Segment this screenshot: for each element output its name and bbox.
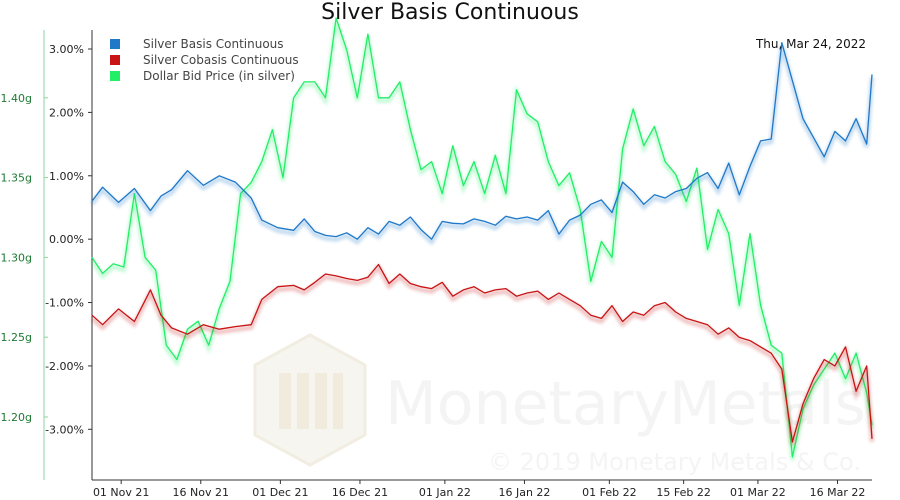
x-tick-label: 16 Jan 22 xyxy=(498,486,550,499)
left-y-axis-ticks: 3.00% 2.00% 1.00% 0.00% -1.00% -2.00% -3.00% xyxy=(45,43,92,436)
x-tick-label: 01 Mar 22 xyxy=(730,486,786,499)
legend-label-dollar-bid: Dollar Bid Price (in silver) xyxy=(143,69,295,83)
watermark: MonetaryMetals © 2019 Monetary Metals & … xyxy=(253,333,866,476)
series-lines xyxy=(90,17,874,461)
legend-swatch-dollar-bid xyxy=(110,71,120,81)
y-left-tick-label: -3.00% xyxy=(45,423,84,436)
y-right-tick-label: 1.35g xyxy=(1,172,32,185)
x-tick-label: 15 Feb 22 xyxy=(656,486,710,499)
x-tick-label: 01 Jan 22 xyxy=(419,486,471,499)
right-y-axis-ticks: 1.40g 1.35g 1.30g 1.25g 1.20g xyxy=(1,92,48,424)
series-shadow-silver-cobasis-continuous xyxy=(90,263,874,446)
legend-label-silver-cobasis: Silver Cobasis Continuous xyxy=(143,53,299,67)
y-left-tick-label: -2.00% xyxy=(45,360,84,373)
series-line-dollar-bid-price-in-silver xyxy=(91,17,873,458)
legend-swatch-silver-basis xyxy=(110,39,120,49)
x-axis-ticks: 01 Nov 21 16 Nov 21 01 Dec 21 16 Dec 21 01 J… xyxy=(93,480,865,499)
y-right-tick-label: 1.30g xyxy=(1,251,32,264)
watermark-copyright: © 2019 Monetary Metals & Co. xyxy=(488,448,861,476)
x-tick-label: 16 Mar 22 xyxy=(810,486,866,499)
x-tick-label: 16 Nov 21 xyxy=(173,486,229,499)
y-left-tick-label: 3.00% xyxy=(49,43,84,56)
y-left-tick-label: -1.00% xyxy=(45,297,84,310)
y-left-tick-label: 2.00% xyxy=(49,106,84,119)
chart-title: Silver Basis Continuous xyxy=(321,0,579,25)
y-left-tick-label: 1.00% xyxy=(49,170,84,183)
watermark-brand: MonetaryMetals xyxy=(385,369,866,439)
y-right-tick-label: 1.20g xyxy=(1,411,32,424)
legend-swatch-silver-cobasis xyxy=(110,55,120,65)
x-tick-label: 16 Dec 21 xyxy=(332,486,388,499)
legend: Silver Basis Continuous Silver Cobasis C… xyxy=(110,37,299,83)
series-line-silver-basis-continuous xyxy=(91,42,873,240)
legend-label-silver-basis: Silver Basis Continuous xyxy=(143,37,284,51)
y-left-tick-label: 0.00% xyxy=(49,233,84,246)
y-right-tick-label: 1.40g xyxy=(1,92,32,105)
watermark-logo-icon xyxy=(253,333,367,467)
y-right-tick-label: 1.25g xyxy=(1,331,32,344)
series-line-silver-cobasis-continuous xyxy=(91,263,873,443)
chart-date-label: Thu, Mar 24, 2022 xyxy=(755,37,866,51)
x-tick-label: 01 Dec 21 xyxy=(252,486,308,499)
x-tick-label: 01 Nov 21 xyxy=(93,486,149,499)
x-tick-label: 01 Feb 22 xyxy=(582,486,636,499)
series-shadow-silver-basis-continuous xyxy=(90,45,874,246)
